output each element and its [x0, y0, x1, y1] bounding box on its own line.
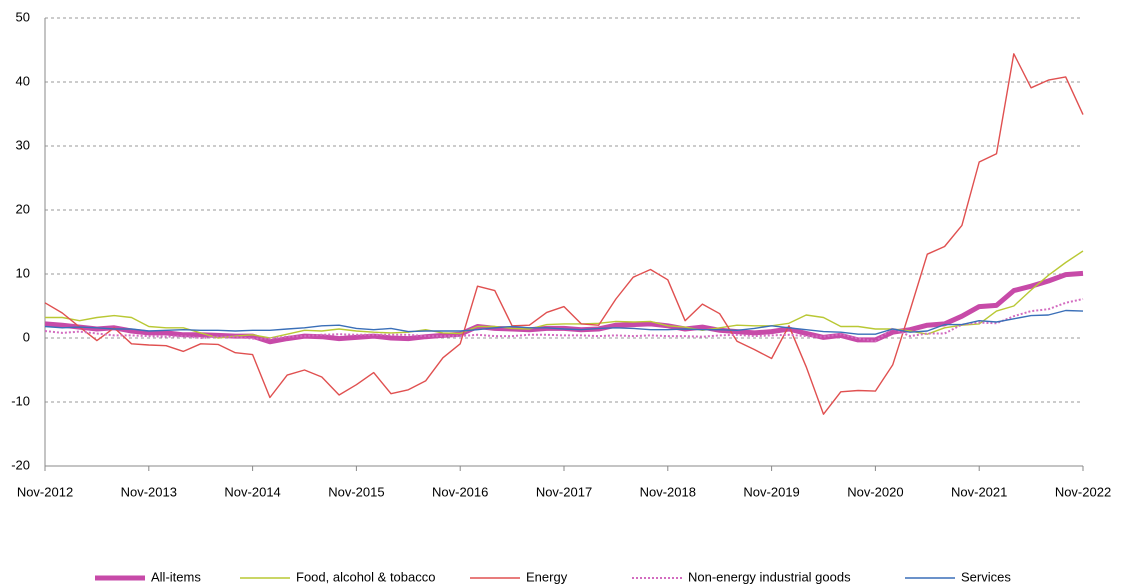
x-tick-label: Nov-2021: [951, 484, 1007, 499]
series-line: [44, 309, 1084, 335]
legend-label: Energy: [526, 569, 568, 584]
y-tick-label: 50: [16, 9, 30, 24]
series-line: [44, 298, 1084, 343]
series-line: [44, 53, 1084, 415]
x-tick-label: Nov-2019: [743, 484, 799, 499]
y-tick-label: 40: [16, 73, 30, 88]
x-tick-label: Nov-2014: [224, 484, 280, 499]
y-tick-label: 10: [16, 265, 30, 280]
x-tick-label: Nov-2017: [536, 484, 592, 499]
y-tick-label: -20: [11, 457, 30, 472]
x-tick-label: Nov-2022: [1055, 484, 1111, 499]
x-tick-label: Nov-2015: [328, 484, 384, 499]
y-tick-label: -10: [11, 393, 30, 408]
legend-label: Non-energy industrial goods: [688, 569, 851, 584]
legend-label: All-items: [151, 569, 201, 584]
y-tick-label: 30: [16, 137, 30, 152]
y-tick-label: 20: [16, 201, 30, 216]
x-tick-label: Nov-2018: [640, 484, 696, 499]
x-tick-label: Nov-2016: [432, 484, 488, 499]
x-tick-label: Nov-2013: [121, 484, 177, 499]
legend-label: Services: [961, 569, 1011, 584]
x-tick-label: Nov-2012: [17, 484, 73, 499]
y-tick-label: 0: [23, 329, 30, 344]
legend-label: Food, alcohol & tobacco: [296, 569, 435, 584]
series-line: [45, 250, 1084, 339]
x-tick-label: Nov-2020: [847, 484, 903, 499]
